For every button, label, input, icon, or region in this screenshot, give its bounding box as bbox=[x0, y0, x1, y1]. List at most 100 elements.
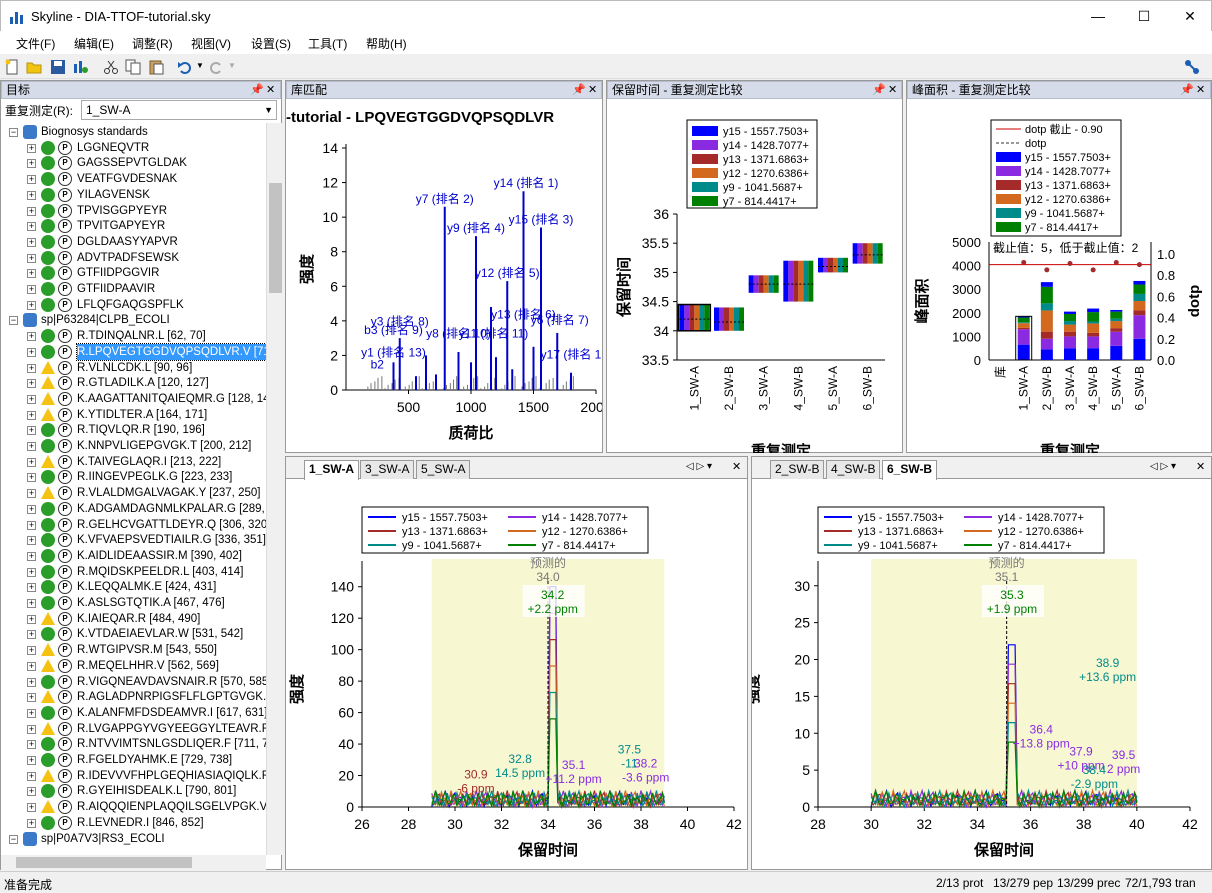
expand-toggle-icon[interactable]: + bbox=[27, 723, 36, 734]
tree-peptide-row[interactable]: + P K.ADGAMDAGNMLKPALAR.G [289, 305] bbox=[1, 501, 267, 517]
tab-3-sw-a[interactable]: 3_SW-A bbox=[360, 460, 415, 479]
expand-toggle-icon[interactable]: − bbox=[9, 315, 18, 326]
tree-peptide-row[interactable]: + P TPVISGGPYEYR bbox=[1, 203, 267, 219]
tree-peptide-row[interactable]: + P GTFIIDPAAVIR bbox=[1, 281, 267, 297]
expand-toggle-icon[interactable]: + bbox=[27, 142, 36, 153]
tab-2-sw-b[interactable]: 2_SW-B bbox=[770, 460, 825, 479]
tree-peptide-row[interactable]: + P K.VTDAEIAEVLAR.W [531, 542] bbox=[1, 626, 267, 642]
tree-peptide-row[interactable]: + P K.AIDLIDEAASSIR.M [390, 402] bbox=[1, 548, 267, 564]
close-icon[interactable]: ✕ bbox=[888, 84, 898, 96]
expand-toggle-icon[interactable]: + bbox=[27, 362, 36, 373]
pin-icon[interactable]: 📌 bbox=[872, 84, 886, 96]
publish-icon[interactable] bbox=[73, 59, 89, 75]
chromatogram-b-chart[interactable]: y15 - 1557.7503+ y14 - 1428.7077+ y13 - 13… bbox=[752, 479, 1211, 869]
tree-peptide-row[interactable]: + P K.YTIDLTER.A [164, 171] bbox=[1, 407, 267, 423]
expand-toggle-icon[interactable]: + bbox=[27, 221, 36, 232]
tree-peptide-row[interactable]: + PR.LPQVEGTGGDVQPSQDLVR.V [71, 89] bbox=[1, 342, 267, 361]
tree-peptide-row[interactable]: + P R.LEVNEDR.I [846, 852] bbox=[1, 815, 267, 831]
new-icon[interactable] bbox=[4, 59, 20, 75]
tree-peptide-row[interactable]: + P K.LEQQALMK.E [424, 431] bbox=[1, 579, 267, 595]
maximize-button[interactable]: ☐ bbox=[1137, 8, 1151, 24]
expand-toggle-icon[interactable]: + bbox=[27, 755, 36, 765]
copy-icon[interactable] bbox=[125, 59, 141, 75]
tree-peptide-row[interactable]: + P TPVITGAPYEYR bbox=[1, 218, 267, 234]
menu-view[interactable]: 视图(V) bbox=[191, 37, 231, 51]
scroll-thumb[interactable] bbox=[16, 857, 192, 868]
expand-toggle-icon[interactable]: + bbox=[27, 676, 36, 687]
tree-protein-row[interactable]: − sp|P63284|CLPB_ECOLI bbox=[1, 312, 267, 328]
tree-peptide-row[interactable]: + P R.MEQELHHR.V [562, 569] bbox=[1, 658, 267, 674]
tree-peptide-row[interactable]: + P K.ASLSGTQTIK.A [467, 476] bbox=[1, 595, 267, 611]
expand-toggle-icon[interactable]: + bbox=[27, 236, 36, 247]
expand-toggle-icon[interactable]: + bbox=[27, 174, 36, 185]
tree-protein-row[interactable]: − sp|P0A7V3|RS3_ECOLI bbox=[1, 831, 267, 847]
area-compare-chart[interactable]: dotp 截止 - 0.90 dotp y15 - 1557.7503+ y14 - … bbox=[907, 100, 1211, 453]
tree-peptide-row[interactable]: + P GTFIIDPGGVIR bbox=[1, 265, 267, 281]
tree-peptide-row[interactable]: + P K.IAIEQAR.R [484, 490] bbox=[1, 611, 267, 627]
tree-peptide-row[interactable]: + P K.VFVAEPSVEDTIAILR.G [336, 351] bbox=[1, 532, 267, 548]
menu-refine[interactable]: 调整(R) bbox=[132, 37, 173, 51]
close-icon[interactable]: ✕ bbox=[588, 84, 598, 96]
tree-protein-row[interactable]: − Biognosys standards bbox=[1, 124, 267, 140]
minimize-button[interactable]: — bbox=[1091, 8, 1105, 24]
tree-peptide-row[interactable]: + P R.IDEVVVFHPLGEQHIASIAQIQLK.R [739, 762… bbox=[1, 768, 267, 784]
expand-toggle-icon[interactable]: + bbox=[27, 425, 36, 436]
expand-toggle-icon[interactable]: + bbox=[27, 331, 36, 342]
pin-icon[interactable]: 📌 bbox=[572, 84, 586, 96]
tab-6-sw-b[interactable]: 6_SW-B bbox=[882, 460, 938, 480]
tab-scroll-icon[interactable]: ◁ ▷ ▾ bbox=[686, 461, 712, 472]
tree-peptide-row[interactable]: + P K.AAGATTANITQAIEQMR.G [128, 144] bbox=[1, 391, 267, 407]
tree-peptide-row[interactable]: + P R.VLALDMGALVAGAK.Y [237, 250] bbox=[1, 485, 267, 501]
expand-toggle-icon[interactable]: + bbox=[27, 770, 36, 781]
close-icon[interactable]: ✕ bbox=[1196, 461, 1206, 473]
expand-toggle-icon[interactable]: + bbox=[27, 158, 36, 169]
tree-peptide-row[interactable]: + P R.GELHCVGATTLDEYR.Q [306, 320] bbox=[1, 517, 267, 533]
tree-peptide-row[interactable]: + P ADVTPADFSEWSK bbox=[1, 250, 267, 266]
tree-peptide-row[interactable]: + P R.NTVVIMTSNLGSDLIQER.F [711, 728] bbox=[1, 736, 267, 752]
open-icon[interactable] bbox=[26, 59, 42, 75]
tree-peptide-row[interactable]: + P K.TAIVEGLAQR.I [213, 222] bbox=[1, 454, 267, 470]
expand-toggle-icon[interactable]: − bbox=[9, 127, 18, 137]
tab-4-sw-b[interactable]: 4_SW-B bbox=[826, 460, 881, 479]
menu-settings[interactable]: 设置(S) bbox=[251, 37, 291, 51]
close-icon[interactable]: ✕ bbox=[266, 84, 276, 96]
target-tree[interactable]: − Biognosys standards + P LGGNEQVTR + P GAGSSEP… bbox=[1, 123, 267, 855]
tree-peptide-row[interactable]: + P K.NNPVLIGEPGVGK.T [200, 212] bbox=[1, 438, 267, 454]
close-icon[interactable]: ✕ bbox=[732, 461, 742, 473]
expand-toggle-icon[interactable]: + bbox=[27, 393, 36, 404]
expand-toggle-icon[interactable]: + bbox=[27, 252, 36, 263]
expand-toggle-icon[interactable]: + bbox=[27, 299, 36, 310]
tree-peptide-row[interactable]: + P GAGSSEPVTGLDAK bbox=[1, 155, 267, 171]
close-button[interactable]: ✕ bbox=[1184, 8, 1196, 24]
expand-toggle-icon[interactable]: + bbox=[27, 660, 36, 671]
menu-tools[interactable]: 工具(T) bbox=[308, 37, 348, 51]
expand-toggle-icon[interactable]: + bbox=[27, 409, 36, 420]
expand-toggle-icon[interactable]: + bbox=[27, 566, 36, 577]
tree-peptide-row[interactable]: + P R.AIQQQIENPLAQQILSGELVPGK.V [802, 824] bbox=[1, 799, 267, 815]
expand-toggle-icon[interactable]: + bbox=[27, 268, 36, 279]
expand-toggle-icon[interactable]: + bbox=[27, 739, 36, 750]
expand-toggle-icon[interactable]: + bbox=[27, 802, 36, 813]
tree-peptide-row[interactable]: + P R.AGLADPNRPIGSFLFLGPTGVGK.T [586, 608] bbox=[1, 689, 267, 705]
expand-toggle-icon[interactable]: + bbox=[27, 707, 36, 718]
replicate-select[interactable]: 1_SW-A ▼ bbox=[81, 100, 277, 120]
paste-icon[interactable] bbox=[148, 59, 164, 75]
menu-edit[interactable]: 编辑(E) bbox=[74, 37, 114, 51]
expand-toggle-icon[interactable]: + bbox=[27, 613, 36, 624]
expand-toggle-icon[interactable]: + bbox=[27, 378, 36, 389]
tree-peptide-row[interactable]: + P R.VIGQNEAVDAVSNAIR.R [570, 585] bbox=[1, 674, 267, 690]
tree-peptide-row[interactable]: + P VEATFGVDESNAK bbox=[1, 171, 267, 187]
pin-icon[interactable]: 📌 bbox=[1180, 84, 1194, 96]
tree-vertical-scrollbar[interactable] bbox=[266, 123, 283, 855]
tab-scroll-icon[interactable]: ◁ ▷ ▾ bbox=[1150, 461, 1176, 472]
expand-toggle-icon[interactable]: + bbox=[27, 535, 36, 546]
expand-toggle-icon[interactable]: + bbox=[27, 582, 36, 593]
scroll-thumb[interactable] bbox=[269, 183, 282, 293]
expand-toggle-icon[interactable]: + bbox=[27, 441, 36, 451]
tree-peptide-row[interactable]: + P LFLQFGAQGSPFLK bbox=[1, 297, 267, 313]
tree-peptide-row[interactable]: + P DGLDAASYYAPVR bbox=[1, 234, 267, 250]
chromatogram-a-chart[interactable]: y15 - 1557.7503+ y14 - 1428.7077+ y13 - 13… bbox=[286, 479, 747, 869]
close-icon[interactable]: ✕ bbox=[1196, 84, 1206, 96]
tree-peptide-row[interactable]: + P R.FGELDYAHMK.E [729, 738] bbox=[1, 752, 267, 768]
pin-icon[interactable]: 📌 bbox=[250, 84, 264, 96]
